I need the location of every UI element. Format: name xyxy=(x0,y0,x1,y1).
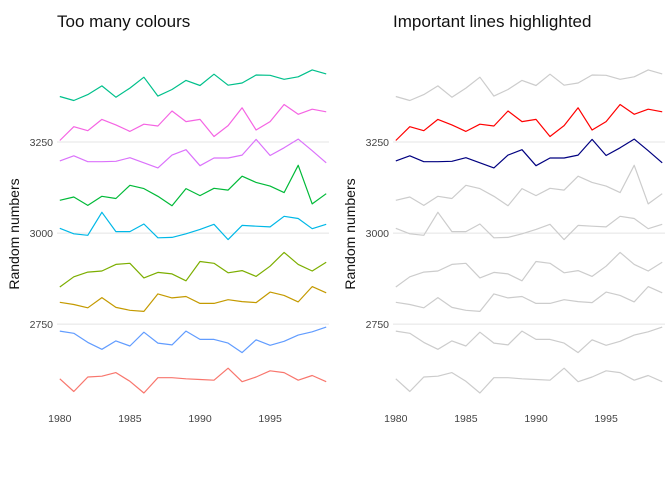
y-tick-label: 2750 xyxy=(30,319,54,331)
series-line-4 xyxy=(395,251,663,288)
panel-too-many-colours: Too many colours Random numbers 2750 3000… xyxy=(6,12,329,425)
x-tick-label: 1980 xyxy=(384,413,408,425)
series-line-8 xyxy=(395,138,663,169)
y-tick-label: 2750 xyxy=(366,319,390,331)
y-tick-label: 3000 xyxy=(30,228,54,240)
series-line-7 xyxy=(395,69,663,102)
x-tick-label: 1995 xyxy=(258,413,282,425)
series-line-1 xyxy=(395,367,663,394)
gridlines xyxy=(57,141,329,325)
series-line-3 xyxy=(395,286,663,312)
chart-title: Too many colours xyxy=(57,12,190,31)
x-tick-label: 1990 xyxy=(188,413,212,425)
y-tick-label: 3250 xyxy=(30,137,54,149)
y-tick-label: 3250 xyxy=(366,137,390,149)
x-tick-labels: 1980 1985 1990 1995 xyxy=(48,413,282,425)
series-line-2 xyxy=(395,326,663,354)
y-tick-labels: 2750 3000 3250 xyxy=(366,137,390,331)
series-line-1 xyxy=(59,367,327,394)
series-line-5 xyxy=(395,211,663,241)
x-tick-labels: 1980 1985 1990 1995 xyxy=(384,413,618,425)
y-axis-label: Random numbers xyxy=(342,178,358,289)
series-line-5 xyxy=(59,211,327,241)
series-line-9 xyxy=(395,103,663,141)
gridlines xyxy=(393,141,665,325)
y-tick-label: 3000 xyxy=(366,228,390,240)
series-line-7 xyxy=(59,138,327,169)
y-axis-label: Random numbers xyxy=(6,178,22,289)
series-line-2 xyxy=(59,326,327,354)
series-line-4 xyxy=(59,251,327,288)
panel-important-lines-highlighted: Important lines highlighted Random numbe… xyxy=(342,12,665,425)
series-line-6 xyxy=(59,164,327,207)
series-lines xyxy=(59,69,327,394)
x-tick-label: 1985 xyxy=(118,413,142,425)
series-line-8 xyxy=(59,103,327,141)
series-line-6 xyxy=(395,164,663,207)
x-tick-label: 1995 xyxy=(594,413,618,425)
series-line-3 xyxy=(59,286,327,312)
series-lines xyxy=(395,69,663,394)
x-tick-label: 1985 xyxy=(454,413,478,425)
chart-title: Important lines highlighted xyxy=(393,12,591,31)
x-tick-label: 1980 xyxy=(48,413,72,425)
series-line-9 xyxy=(59,69,327,102)
y-tick-labels: 2750 3000 3250 xyxy=(30,137,54,331)
x-tick-label: 1990 xyxy=(524,413,548,425)
